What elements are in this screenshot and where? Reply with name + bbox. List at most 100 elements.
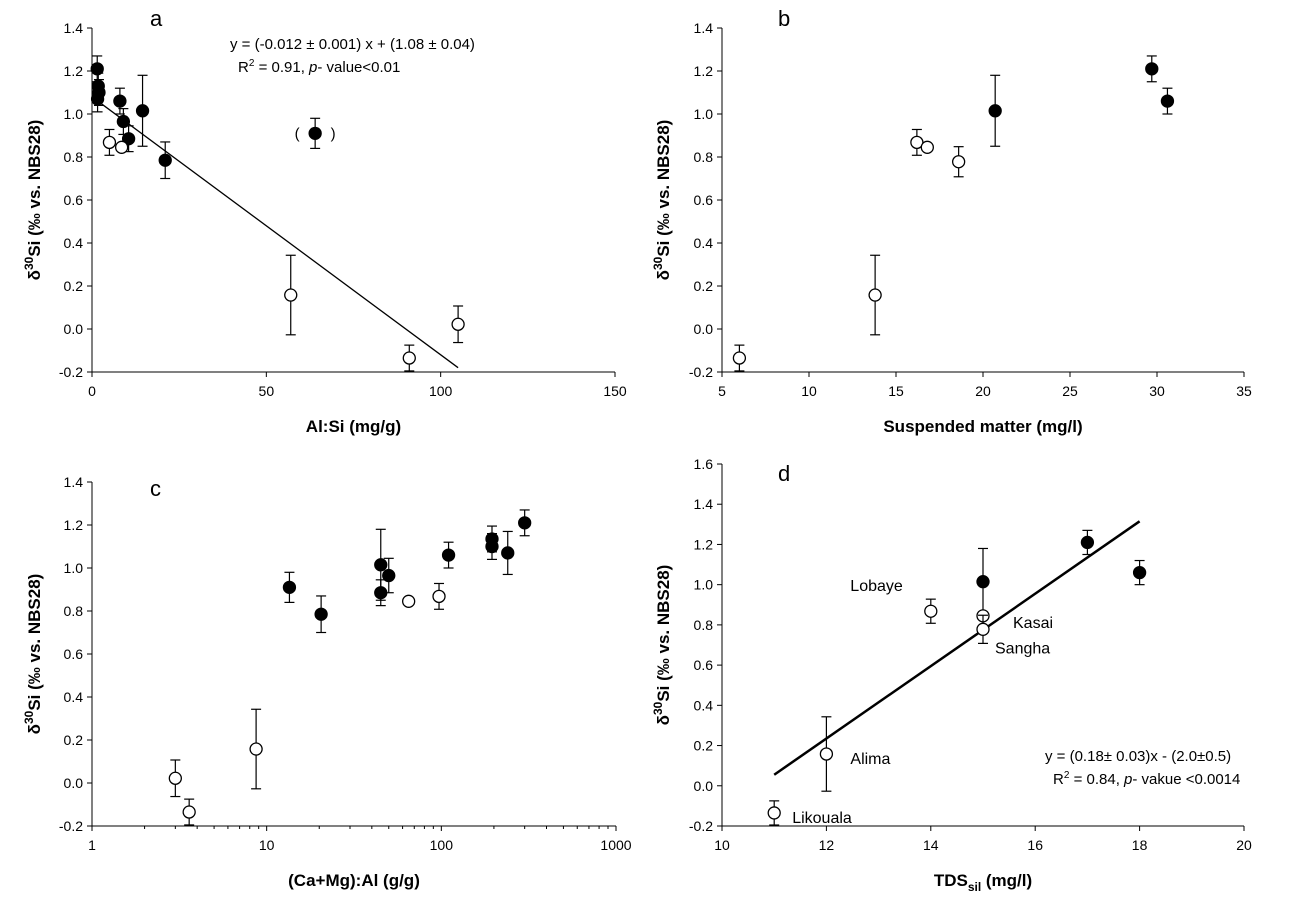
data-point-open	[114, 140, 129, 154]
x-tick-label: 10	[801, 383, 817, 399]
data-point-open	[819, 747, 834, 761]
x-tick-label: 30	[1149, 383, 1165, 399]
data-point-open	[284, 288, 298, 302]
y-tick-label: -0.2	[59, 364, 83, 380]
data-point-open	[451, 317, 465, 331]
data-point-filled	[1080, 535, 1095, 550]
data-point-open	[432, 589, 446, 604]
x-tick-label: 1000	[600, 837, 631, 853]
data-point-open	[182, 805, 196, 819]
y-tick-label: 0.8	[64, 603, 84, 619]
data-point-open	[767, 806, 781, 820]
data-point-open	[920, 140, 934, 154]
site-label: Alima	[850, 751, 890, 768]
y-tick-label: 0.4	[694, 235, 714, 251]
y-tick-label: 1.4	[694, 20, 714, 36]
y-tick-label: 1.2	[64, 63, 84, 79]
panel-label: b	[778, 6, 790, 31]
data-point-open	[402, 351, 416, 365]
x-tick-label: 150	[603, 383, 627, 399]
y-tick-label: 0.6	[694, 192, 714, 208]
data-point-filled	[1160, 94, 1175, 108]
bracket-open: (	[295, 125, 300, 142]
y-tick-label: 1.2	[694, 63, 714, 79]
x-axis-title: TDSsil (mg/l)	[934, 871, 1032, 894]
y-tick-label: 0.4	[694, 697, 714, 713]
y-tick-label: 1.0	[694, 577, 714, 593]
chart-panel-c: -0.2 0.0 0.2 0.4 0.6 0.8 1.0 1.2 1.4 1 10 100 1000 c (…	[22, 474, 632, 890]
x-axis-title: Al:Si (mg/g)	[306, 417, 401, 436]
data-point-filled	[314, 607, 328, 621]
data-point-filled	[374, 558, 388, 572]
y-tick-label: 0.4	[64, 235, 84, 251]
y-tick-label: -0.2	[59, 818, 83, 834]
x-tick-label: 35	[1236, 383, 1252, 399]
x-tick-label: 14	[923, 837, 939, 853]
site-label: Sangha	[995, 640, 1050, 657]
data-point-filled	[90, 62, 104, 76]
data-point-filled	[158, 153, 172, 167]
y-tick-label: 0.8	[694, 617, 714, 633]
data-point-filled	[90, 92, 105, 106]
fit-equation: y = (0.18± 0.03)x - (2.0±0.5)	[1045, 748, 1231, 765]
x-tick-label: 5	[718, 383, 726, 399]
data-point-filled	[1145, 62, 1159, 76]
y-tick-label: 0.2	[694, 738, 714, 754]
data-point-filled	[116, 114, 131, 129]
data-point-filled	[282, 580, 297, 594]
data-point-filled	[308, 126, 322, 141]
y-tick-label: 1.0	[64, 560, 84, 576]
y-tick-label: 0.6	[64, 192, 84, 208]
data-point-open	[951, 155, 966, 169]
y-tick-label: 1.4	[694, 496, 714, 512]
site-label: Likouala	[792, 810, 852, 827]
data-point-filled	[382, 568, 396, 583]
data-point-open	[102, 135, 117, 150]
y-tick-label: 0.4	[64, 689, 84, 705]
site-label: Kasai	[1013, 615, 1053, 632]
y-tick-label: 0.2	[64, 732, 84, 748]
y-tick-label: 1.2	[64, 517, 84, 533]
panel-label: d	[778, 461, 790, 486]
x-tick-label: 25	[1062, 383, 1078, 399]
x-axis-title: (Ca+Mg):Al (g/g)	[288, 871, 420, 890]
y-tick-label: 0.0	[64, 775, 84, 791]
x-tick-label: 20	[1236, 837, 1252, 853]
fit-statistics: R2 = 0.84, p- vakue <0.0014	[1053, 770, 1240, 788]
x-tick-label: 10	[714, 837, 730, 853]
y-tick-label: 0.0	[694, 778, 714, 794]
x-tick-label: 20	[975, 383, 991, 399]
y-axis-title: δ30Si (‰ vs. NBS28)	[22, 574, 44, 735]
data-point-open	[402, 594, 416, 608]
y-tick-label: 0.0	[694, 321, 714, 337]
y-tick-label: 0.6	[64, 646, 84, 662]
x-tick-label: 16	[1027, 837, 1043, 853]
y-tick-label: 0.8	[64, 149, 84, 165]
y-axis-title: δ30Si (‰ vs. NBS28)	[651, 120, 673, 281]
y-axis-title: δ30Si (‰ vs. NBS28)	[651, 565, 673, 726]
x-tick-label: 50	[259, 383, 275, 399]
fit-equation: y = (-0.012 ± 0.001) x + (1.08 ± 0.04)	[230, 36, 475, 53]
data-point-filled	[121, 132, 136, 146]
x-tick-label: 18	[1132, 837, 1148, 853]
data-point-open	[732, 351, 747, 365]
y-tick-label: 0.0	[64, 321, 84, 337]
y-tick-label: 0.6	[694, 657, 714, 673]
data-point-open	[168, 771, 182, 785]
data-point-filled	[518, 516, 532, 530]
data-point-open	[924, 604, 938, 618]
regression-line	[773, 520, 1141, 776]
x-axis-title-unit: (mg/l)	[981, 871, 1032, 890]
fit-statistics: R2 = 0.91, p- value<0.01	[238, 58, 400, 76]
site-label: Lobaye	[850, 578, 903, 595]
data-point-filled	[1132, 565, 1147, 580]
regression-line	[91, 96, 459, 369]
y-tick-label: 1.4	[64, 474, 84, 490]
data-point-filled	[441, 548, 456, 562]
x-axis-title: Suspended matter (mg/l)	[883, 417, 1082, 436]
chart-panel-b: -0.2 0.0 0.2 0.4 0.6 0.8 1.0 1.2 1.4 5 10 15 20 25 30 3…	[651, 6, 1252, 436]
x-axis-title-main: TDS	[934, 871, 968, 890]
y-tick-label: 1.0	[694, 106, 714, 122]
x-tick-label: 100	[430, 837, 454, 853]
